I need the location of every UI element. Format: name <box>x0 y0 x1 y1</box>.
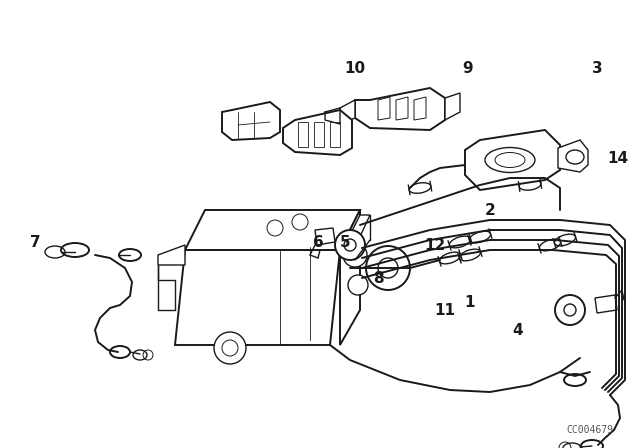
Text: 5: 5 <box>340 234 350 250</box>
Polygon shape <box>185 210 360 250</box>
Text: 10: 10 <box>344 60 365 76</box>
Circle shape <box>267 220 283 236</box>
Circle shape <box>335 230 365 260</box>
Circle shape <box>292 214 308 230</box>
Ellipse shape <box>119 249 141 261</box>
Text: 9: 9 <box>463 60 474 76</box>
Polygon shape <box>158 245 185 265</box>
Text: 6: 6 <box>312 234 323 250</box>
Polygon shape <box>396 97 408 120</box>
Polygon shape <box>595 295 617 313</box>
Text: 11: 11 <box>435 302 456 318</box>
Polygon shape <box>315 228 335 245</box>
Circle shape <box>366 246 410 290</box>
Text: 14: 14 <box>607 151 628 165</box>
Polygon shape <box>558 140 588 172</box>
Polygon shape <box>340 210 360 345</box>
Ellipse shape <box>61 243 89 257</box>
Polygon shape <box>283 110 352 155</box>
Polygon shape <box>378 97 390 120</box>
Polygon shape <box>414 97 426 120</box>
Text: 7: 7 <box>29 234 40 250</box>
Circle shape <box>348 275 368 295</box>
Polygon shape <box>340 100 355 124</box>
Polygon shape <box>222 102 280 140</box>
Polygon shape <box>445 93 460 120</box>
Text: 2: 2 <box>484 202 495 217</box>
Text: 12: 12 <box>424 237 445 253</box>
Polygon shape <box>355 88 445 130</box>
Polygon shape <box>175 250 340 345</box>
Text: CC004679: CC004679 <box>566 425 614 435</box>
Circle shape <box>214 332 246 364</box>
Text: 8: 8 <box>372 271 383 285</box>
Polygon shape <box>465 130 560 190</box>
Polygon shape <box>340 215 370 258</box>
Text: 1: 1 <box>465 294 476 310</box>
Text: 3: 3 <box>592 60 602 76</box>
Text: 4: 4 <box>513 323 524 337</box>
Circle shape <box>555 295 585 325</box>
Circle shape <box>343 243 367 267</box>
